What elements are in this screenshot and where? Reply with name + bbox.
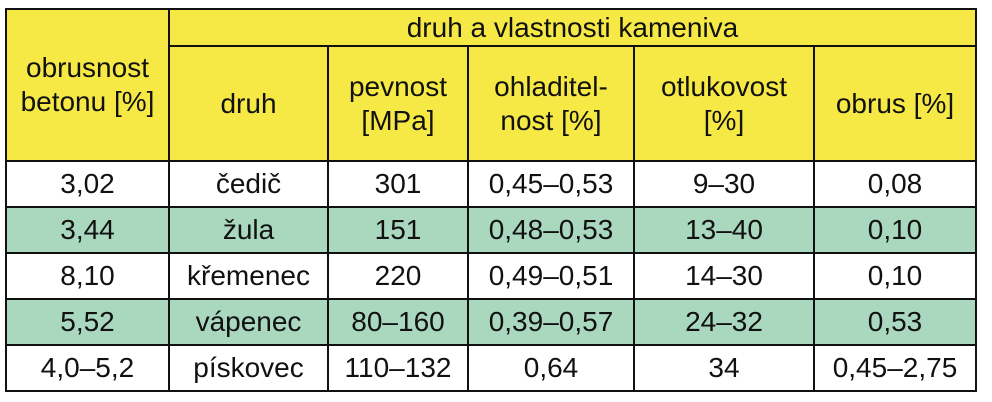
- header-line: [MPa]: [361, 104, 435, 136]
- table-row: 4,0–5,2 pískovec 110–132 0,64 34 0,45–2,75: [5, 344, 977, 392]
- table-row: 3,44 žula 151 0,48–0,53 13–40 0,10: [5, 206, 977, 254]
- header-cell: obrus [%]: [813, 45, 977, 162]
- table-cell: 9–30: [633, 160, 815, 208]
- table-row: 3,02 čedič 301 0,45–0,53 9–30 0,08: [5, 160, 977, 208]
- header-line: otlukovost: [660, 70, 788, 102]
- table-cell: 14–30: [633, 252, 815, 300]
- table-cell: 0,10: [813, 252, 977, 300]
- table-cell: 0,45–0,53: [467, 160, 635, 208]
- table-cell: 5,52: [5, 298, 170, 346]
- table-cell: vápenec: [168, 298, 329, 346]
- table-row: 5,52 vápenec 80–160 0,39–0,57 24–32 0,53: [5, 298, 977, 346]
- header-line: ohladitel-: [494, 70, 608, 102]
- table-cell: 3,02: [5, 160, 170, 208]
- table-cell: čedič: [168, 160, 329, 208]
- header-line: betonu [%]: [20, 86, 155, 117]
- table-cell: 13–40: [633, 206, 815, 254]
- header-cell: otlukovost [%]: [633, 45, 815, 162]
- header-line: obrusnost: [26, 52, 149, 84]
- header-line: druh: [220, 87, 277, 119]
- header-line: nost [%]: [500, 104, 602, 136]
- header-row: druh pevnost [MPa] ohladitel-nost [%] otluko…: [6, 45, 977, 162]
- table-cell: 0,45–2,75: [813, 344, 977, 392]
- table-cell: 4,0–5,2: [5, 344, 170, 392]
- table-cell: 0,49–0,51: [467, 252, 635, 300]
- table-cell: žula: [168, 206, 329, 254]
- table-cell: 220: [327, 252, 469, 300]
- table-cell: 24–32: [633, 298, 815, 346]
- table-cell: 80–160: [327, 298, 469, 346]
- table-cell: 8,10: [5, 252, 170, 300]
- table-cell: 34: [633, 344, 815, 392]
- table-cell: 0,10: [813, 206, 977, 254]
- table-cell: 0,39–0,57: [467, 298, 635, 346]
- header-line: pevnost: [348, 70, 448, 102]
- table-cell: 110–132: [327, 344, 469, 392]
- table-cell: 3,44: [5, 206, 170, 254]
- table-body: obrusnost betonu [%] druh a vlastnosti ka…: [5, 8, 977, 392]
- header-cell: druh: [168, 45, 329, 162]
- table-cell: 0,53: [813, 298, 977, 346]
- table-cell: 0,64: [467, 344, 635, 392]
- table-cell: 0,48–0,53: [467, 206, 635, 254]
- data-table: obrusnost betonu [%] druh a vlastnosti ka…: [5, 8, 977, 392]
- header-cell: ohladitel-nost [%]: [467, 45, 635, 162]
- table-cell: 301: [327, 160, 469, 208]
- table-cell: křemenec: [168, 252, 329, 300]
- header-line: obrus [%]: [835, 87, 955, 119]
- table-cell: 0,08: [813, 160, 977, 208]
- header-row: obrusnost betonu [%] druh a vlastnosti ka…: [5, 8, 977, 162]
- group-header: druh a vlastnosti kameniva: [168, 8, 977, 47]
- table-cell: pískovec: [168, 344, 329, 392]
- header-cell: pevnost [MPa]: [327, 45, 469, 162]
- table-cell: 151: [327, 206, 469, 254]
- header-cell: obrusnost betonu [%]: [5, 8, 170, 162]
- table-row: 8,10 křemenec 220 0,49–0,51 14–30 0,10: [5, 252, 977, 300]
- header-line: [%]: [703, 104, 745, 136]
